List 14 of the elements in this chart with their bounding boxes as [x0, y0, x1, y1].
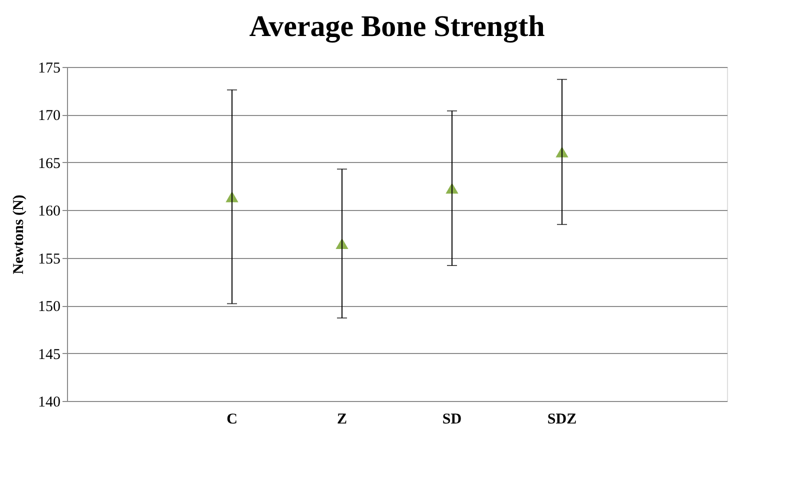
y-tick-label: 165 — [38, 156, 60, 172]
x-tick-label: C — [226, 412, 238, 428]
chart-title: Average Bone Strength — [249, 10, 546, 43]
y-axis-title: Newtons (N) — [11, 194, 27, 274]
y-tick-label: 175 — [38, 60, 60, 76]
y-tick-label: 140 — [38, 394, 60, 410]
x-tick-label: SDZ — [547, 412, 577, 428]
x-tick-label: Z — [336, 412, 348, 428]
y-tick-label: 150 — [38, 299, 60, 316]
y-tick-label: 160 — [38, 204, 60, 220]
x-tick-label: SD — [442, 412, 462, 428]
y-tick-label: 155 — [38, 251, 60, 268]
y-tick-label: 170 — [38, 108, 60, 124]
y-tick-label: 145 — [38, 346, 60, 363]
